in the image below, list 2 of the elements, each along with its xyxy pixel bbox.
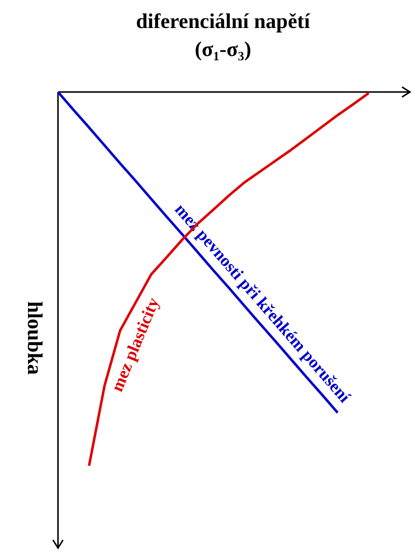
x-axis-title: diferenciální napětí (σ₁-σ₃) [136,9,312,61]
y-axis-title: hloubka [23,301,48,376]
